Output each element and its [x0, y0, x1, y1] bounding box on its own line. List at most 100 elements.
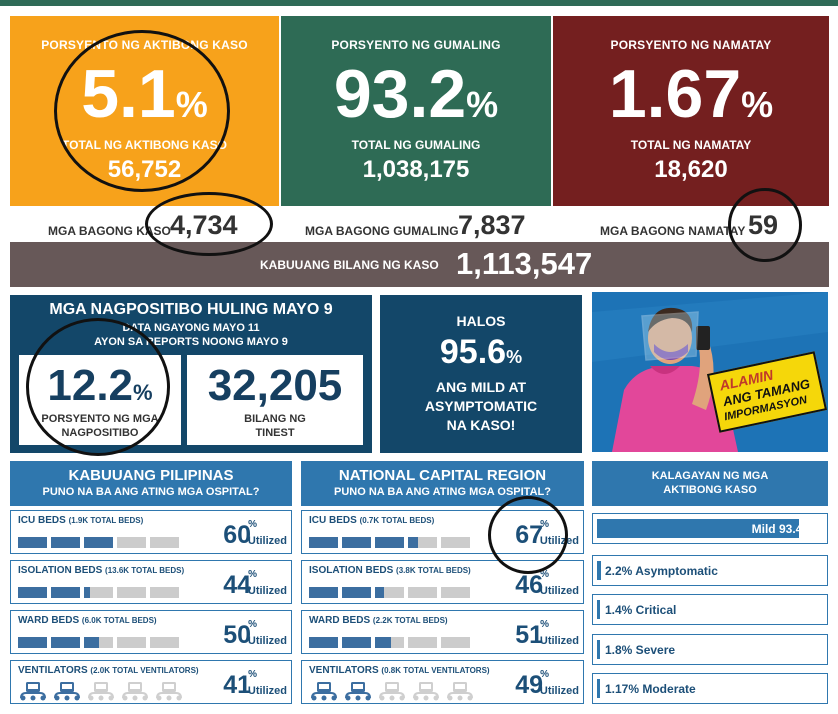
utilization-segment [117, 587, 146, 598]
utilization-segment [342, 637, 371, 648]
ncr-ward-row: WARD BEDS (2.2K TOTAL BEDS) 51 % Utilize… [301, 610, 584, 654]
utilization-segment [441, 537, 470, 548]
ph-isolation-value: 44 [223, 571, 251, 599]
ph-isolation-pct: % [248, 569, 257, 580]
ncr-ventilators-row: VENTILATORS (0.8K TOTAL VENTILATORS) 49 … [301, 660, 584, 704]
status-row-mild: Mild 93.4% [592, 513, 828, 544]
recovered-percent-value: 93.2% [333, 56, 499, 132]
ventilator-icon [445, 681, 476, 701]
philippines-panel-title: KABUUANG PILIPINAS [68, 467, 234, 484]
positivity-title: MGA NAGPOSITIBO HULING MAYO 9 [49, 301, 333, 318]
deaths-percent-label: PORSYENTO NG NAMATAY [610, 38, 772, 52]
recovered-percent-label: PORSYENTO NG GUMALING [331, 38, 501, 52]
positivity-subtitle-date: DATA NGAYONG MAYO 11 [122, 322, 260, 334]
ncr-ward-bars [309, 637, 474, 648]
utilization-segment [309, 537, 338, 548]
ncr-isolation-pct: % [540, 569, 549, 580]
ph-ventilator-icons [18, 681, 188, 701]
deaths-card: PORSYENTO NG NAMATAY 1.67% TOTAL NG NAMA… [553, 16, 829, 206]
ncr-ward-value: 51 [515, 621, 543, 649]
ncr-panel-subtitle: PUNO NA BA ANG ATING MGA OSPITAL? [334, 486, 551, 498]
new-active-label: MGA BAGONG KASO [48, 224, 171, 238]
philippines-hospital-panel: KABUUANG PILIPINAS PUNO NA BA ANG ATING … [10, 461, 292, 711]
status-row-critical: 1.4% Critical [592, 594, 828, 625]
ventilator-icon [86, 681, 117, 701]
ph-icu-bars [18, 537, 183, 548]
utilization-segment [84, 537, 113, 548]
total-cases-value: 1,113,547 [456, 246, 593, 281]
ph-ward-value: 50 [223, 621, 251, 649]
status-title-1: KALAGAYAN NG MGA [651, 470, 769, 482]
mild-line-2: ANG MILD AT [435, 379, 527, 395]
promo-banner: ALAMIN ANG TAMANG IMPORMASYON [592, 292, 828, 452]
ncr-ventilators-unit: Utilized [539, 685, 579, 697]
utilization-segment [441, 637, 470, 648]
annotation-circle-positivity [26, 318, 170, 456]
status-row-moderate: 1.17% Moderate [592, 673, 828, 704]
ventilator-icon [120, 681, 151, 701]
ncr-isolation-unit: Utilized [539, 585, 579, 597]
utilization-segment [309, 637, 338, 648]
ventilator-icon [52, 681, 83, 701]
utilization-segment [375, 537, 404, 548]
utilization-segment [51, 587, 80, 598]
ph-ventilators-pct: % [248, 669, 257, 680]
ventilator-icon [18, 681, 49, 701]
utilization-segment [51, 637, 80, 648]
utilization-segment [408, 637, 437, 648]
ncr-hospital-panel: NATIONAL CAPITAL REGION PUNO NA BA ANG A… [301, 461, 584, 711]
utilization-segment [18, 587, 47, 598]
annotation-circle-ncr-icu [488, 496, 568, 574]
ncr-ward-pct: % [540, 619, 549, 630]
ncr-isolation-bars [309, 587, 474, 598]
ncr-ventilators-pct: % [540, 669, 549, 680]
status-label-asymptomatic: 2.2% Asymptomatic [605, 564, 718, 578]
recovered-total-value: 1,038,175 [362, 156, 470, 183]
new-cases-row: MGA BAGONG KASO 4,734 MGA BAGONG GUMALIN… [0, 206, 838, 244]
ph-isolation-bars [18, 587, 183, 598]
total-cases-bar: KABUUANG BILANG NG KASO 1,113,547 [10, 242, 829, 287]
tests-label: BILANG NG [244, 413, 306, 425]
philippines-panel-subtitle: PUNO NA BA ANG ATING MGA OSPITAL? [42, 486, 260, 498]
ph-icu-value: 60 [223, 521, 251, 549]
utilization-segment [51, 537, 80, 548]
deaths-percent-value: 1.67% [608, 56, 774, 132]
ventilator-icon [154, 681, 185, 701]
ventilator-icon [377, 681, 408, 701]
ncr-isolation-value: 46 [515, 571, 543, 599]
utilization-segment [150, 537, 179, 548]
utilization-segment [150, 637, 179, 648]
ncr-isolation-label: ISOLATION BEDS (3.8K TOTAL BEDS) [309, 565, 471, 576]
utilization-segment [18, 637, 47, 648]
ncr-panel-title: NATIONAL CAPITAL REGION [338, 467, 547, 484]
ph-icu-pct: % [248, 519, 257, 530]
ph-ward-unit: Utilized [247, 635, 287, 647]
ph-isolation-row: ISOLATION BEDS (13.6K TOTAL BEDS) 44 % U… [10, 560, 292, 604]
mild-line-halos: HALOS [456, 313, 506, 329]
ph-ventilators-value: 41 [223, 671, 251, 699]
deaths-total-value: 18,620 [654, 156, 728, 183]
new-deaths-label: MGA BAGONG NAMATAY [600, 224, 746, 238]
philippines-panel-header: KABUUANG PILIPINAS PUNO NA BA ANG ATING … [10, 461, 292, 506]
status-bar-critical [597, 600, 600, 619]
utilization-segment [117, 637, 146, 648]
ncr-ward-label: WARD BEDS (2.2K TOTAL BEDS) [309, 615, 448, 626]
recovered-total-label: TOTAL NG GUMALING [351, 138, 481, 152]
mild-percent-value: 95.6% [439, 333, 523, 371]
ventilator-icon [411, 681, 442, 701]
status-bar-asymptomatic [597, 561, 601, 580]
utilization-segment [84, 587, 113, 598]
utilization-segment [342, 537, 371, 548]
ncr-ventilator-icons [309, 681, 479, 701]
utilization-segment [18, 537, 47, 548]
ph-ventilators-row: VENTILATORS (2.0K TOTAL VENTILATORS) 41 … [10, 660, 292, 704]
utilization-segment [150, 587, 179, 598]
status-row-severe: 1.8% Severe [592, 634, 828, 665]
annotation-circle-active [54, 30, 230, 192]
status-bar-severe [597, 640, 600, 659]
ncr-ventilators-value: 49 [515, 671, 543, 699]
mild-line-4: NA KASO! [446, 417, 516, 433]
ncr-ventilators-label: VENTILATORS (0.8K TOTAL VENTILATORS) [309, 665, 490, 676]
status-row-asymptomatic: 2.2% Asymptomatic [592, 555, 828, 586]
ncr-ward-unit: Utilized [539, 635, 579, 647]
